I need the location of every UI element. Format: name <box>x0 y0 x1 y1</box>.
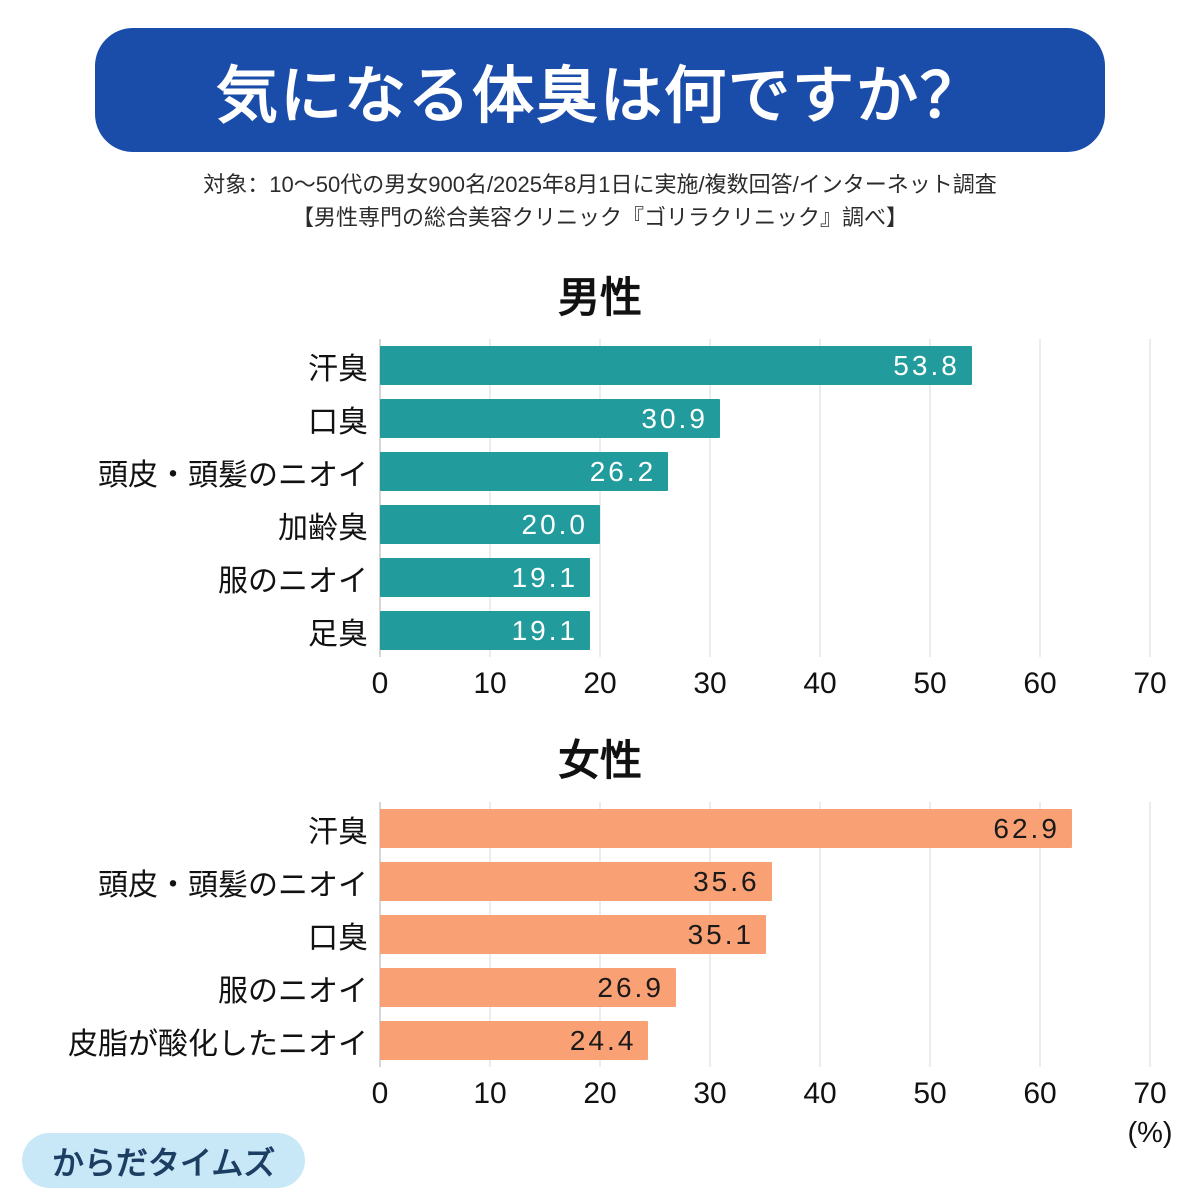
gridline <box>929 339 931 657</box>
bar-row: 24.4 <box>380 1014 1150 1067</box>
x-axis-tick-label: 40 <box>803 1077 837 1110</box>
bar: 35.6 <box>380 862 772 901</box>
x-axis-tick-label: 20 <box>583 1077 617 1110</box>
bar-row: 62.9 <box>380 802 1150 855</box>
category-label: 汗臭 <box>308 815 368 849</box>
bar-value-label: 62.9 <box>993 812 1060 844</box>
source-badge: からだタイムズ <box>22 1133 306 1188</box>
bar-value-label: 19.1 <box>511 561 579 593</box>
male-plot-area: 53.8 30.9 26.2 20.0 19.1 19.1 <box>379 339 1151 657</box>
bar-value-label: 35.1 <box>687 918 755 950</box>
bar-value-label: 53.8 <box>893 349 960 381</box>
percent-unit-label: (%) <box>1127 1117 1173 1149</box>
x-axis-tick-label: 0 <box>371 1077 389 1110</box>
gridline <box>599 339 601 657</box>
source-badge-label: からだタイムズ <box>52 1144 276 1181</box>
category-label: 口臭 <box>308 921 368 955</box>
bar-row: 26.9 <box>380 961 1150 1014</box>
bar-row: 19.1 <box>380 604 1150 657</box>
category-label: 服のニオイ <box>218 564 368 598</box>
x-axis-tick-label: 30 <box>693 1077 727 1110</box>
gridline <box>489 339 491 657</box>
bar: 20.0 <box>380 505 600 544</box>
male-x-axis: 0 10 20 30 40 50 60 70 <box>372 657 1167 703</box>
bar-row: 26.2 <box>380 445 1150 498</box>
x-axis-tick-label: 10 <box>473 1077 507 1110</box>
x-axis-tick-label: 10 <box>473 667 507 700</box>
page-title: 気になる体臭は何ですか？ <box>215 62 984 131</box>
bar-row: 35.6 <box>380 855 1150 908</box>
bar: 35.1 <box>380 915 767 954</box>
category-label: 皮脂が酸化したニオイ <box>68 1027 368 1061</box>
category-label: 加齢臭 <box>278 511 368 545</box>
bar-value-label: 20.0 <box>521 508 588 540</box>
survey-note-line1: 対象：10〜50代の男女900名/2025年8月1日に実施/複数回答/インターネ… <box>203 172 997 197</box>
bar: 24.4 <box>380 1021 649 1060</box>
gridline <box>819 802 821 1067</box>
male-category-labels: 汗臭口臭頭皮・頭髪のニオイ加齢臭服のニオイ足臭 <box>30 339 380 657</box>
x-axis-tick-label: 70 <box>1133 667 1167 700</box>
male-chart-title: 男性 <box>557 274 642 321</box>
gridline <box>819 339 821 657</box>
female-axis-row: (%) 0 10 20 30 40 50 60 70 <box>30 1067 1173 1149</box>
gridline <box>709 339 711 657</box>
x-axis-tick-label: 70 <box>1133 1077 1167 1110</box>
survey-note-line2: 【男性専門の総合美容クリニック『ゴリラクリニック』調べ】 <box>291 205 908 230</box>
female-category-labels: 汗臭頭皮・頭髪のニオイ口臭服のニオイ皮脂が酸化したニオイ <box>30 802 380 1067</box>
bar-row: 19.1 <box>380 551 1150 604</box>
gridline <box>1039 339 1041 657</box>
title-banner: 気になる体臭は何ですか？ <box>95 28 1105 152</box>
gridline <box>929 802 931 1067</box>
bar-row: 30.9 <box>380 392 1150 445</box>
female-chart-title: 女性 <box>557 737 642 784</box>
x-axis-tick-label: 50 <box>913 1077 947 1110</box>
x-axis-tick-label: 30 <box>693 667 727 700</box>
female-x-axis: (%) 0 10 20 30 40 50 60 70 <box>372 1067 1173 1149</box>
gridline <box>1149 339 1151 657</box>
x-axis-tick-label: 0 <box>371 667 389 700</box>
bar: 53.8 <box>380 346 972 385</box>
x-axis-tick-label: 20 <box>583 667 617 700</box>
bar: 19.1 <box>380 558 591 597</box>
male-chart: 男性 汗臭 口臭 頭皮・頭髪のニオイ 加齢臭 服のニオイ 足臭 53.8 30.9 26.2 2… <box>30 264 1170 703</box>
bar-value-label: 26.9 <box>597 971 664 1003</box>
category-label: 頭皮・頭髪のニオイ <box>98 868 368 902</box>
category-label: 口臭 <box>308 405 368 439</box>
bar-value-label: 24.4 <box>569 1024 637 1056</box>
male-axis-row: 0 10 20 30 40 50 60 70 <box>30 657 1170 703</box>
x-axis-tick-label: 60 <box>1023 667 1057 700</box>
female-chart-body: 汗臭頭皮・頭髪のニオイ口臭服のニオイ皮脂が酸化したニオイ 62.9 35.6 35.… <box>30 802 1170 1067</box>
x-axis-tick-label: 60 <box>1023 1077 1057 1110</box>
bar-row: 20.0 <box>380 498 1150 551</box>
female-chart: 女性 汗臭頭皮・頭髪のニオイ口臭服のニオイ皮脂が酸化したニオイ 62.9 35.6… <box>30 727 1173 1149</box>
male-chart-body: 汗臭口臭頭皮・頭髪のニオイ加齢臭服のニオイ足臭 53.8 30.9 26.2 20.0… <box>30 339 1170 657</box>
female-plot-area: 62.9 35.6 35.1 26.9 24.4 <box>379 802 1151 1067</box>
bar-row: 35.1 <box>380 908 1150 961</box>
bar: 26.9 <box>380 968 676 1007</box>
bar: 62.9 <box>380 809 1072 848</box>
gridline <box>1149 802 1151 1067</box>
bar-value-label: 30.9 <box>641 402 708 434</box>
survey-note: 対象：10〜50代の男女900名/2025年8月1日に実施/複数回答/インターネ… <box>0 168 1200 234</box>
bar-value-label: 35.6 <box>693 865 760 897</box>
bar-value-label: 19.1 <box>511 614 579 646</box>
category-label: 足臭 <box>308 617 368 651</box>
bar: 30.9 <box>380 399 720 438</box>
category-label: 頭皮・頭髪のニオイ <box>98 458 368 492</box>
bar: 19.1 <box>380 611 591 650</box>
category-label: 汗臭 <box>308 352 368 386</box>
bar: 26.2 <box>380 452 669 491</box>
gridline <box>379 339 381 657</box>
x-axis-tick-label: 40 <box>803 667 837 700</box>
gridline <box>1039 802 1041 1067</box>
x-axis-tick-label: 50 <box>913 667 947 700</box>
bar-value-label: 26.2 <box>589 455 657 487</box>
category-label: 服のニオイ <box>218 974 368 1008</box>
bar-row: 53.8 <box>380 339 1150 392</box>
